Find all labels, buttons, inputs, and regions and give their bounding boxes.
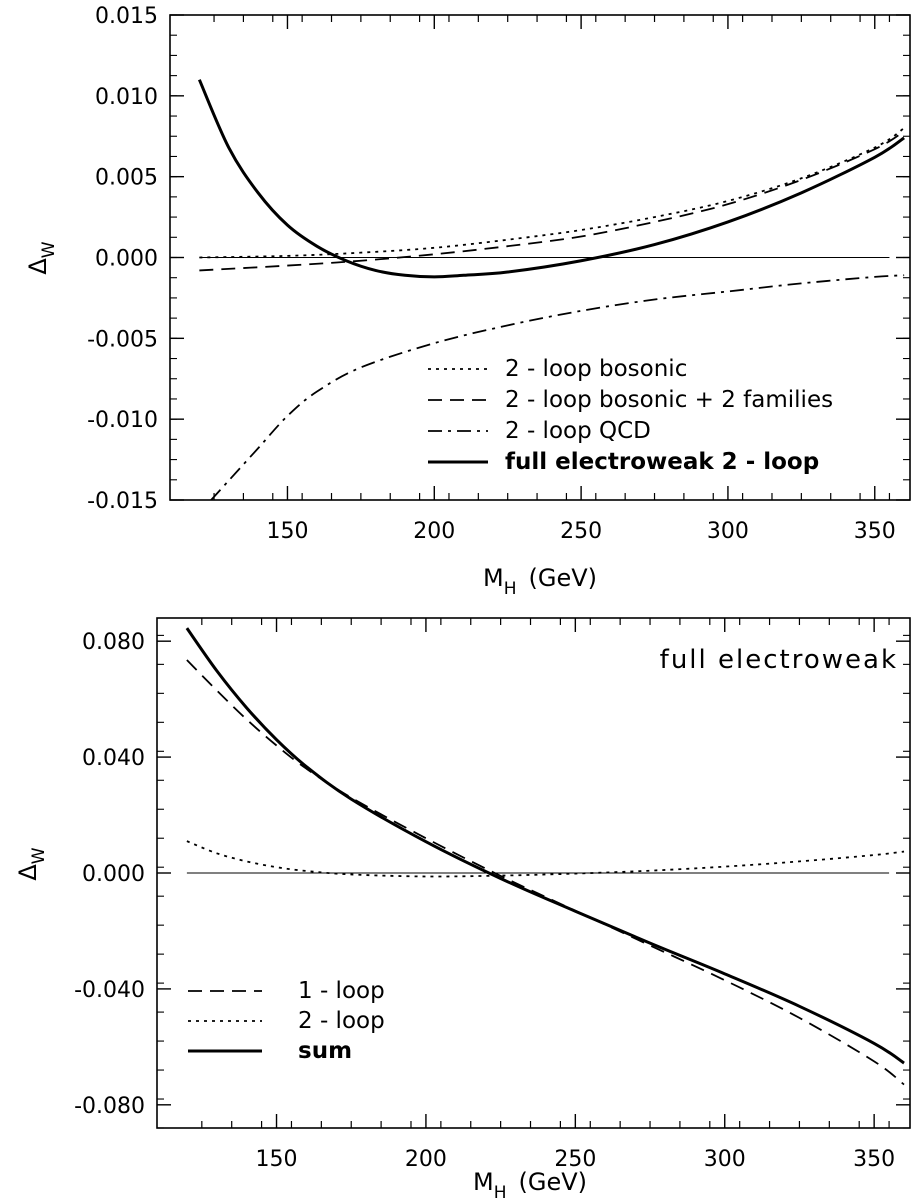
top-y-tick-label: 0.000 <box>95 247 158 272</box>
bottom-y-tick-label: -0.080 <box>74 1094 145 1119</box>
bottom-y-tick-label: -0.040 <box>74 978 145 1003</box>
top-series-group <box>197 79 905 500</box>
bottom-legend-label-1-loop: 1 - loop <box>298 978 385 1004</box>
top-y-tick-label: -0.015 <box>87 489 158 514</box>
top-legend-label-2-loop-bosonic: 2 - loop bosonic <box>505 356 687 382</box>
top-legend: 2 - loop bosonic 2 - loop bosonic + 2 fam… <box>428 356 833 475</box>
top-x-axis-label: MH (GeV) <box>483 564 597 599</box>
bottom-series-1-loop <box>186 659 905 1086</box>
bottom-legend-label-sum: sum <box>298 1038 352 1064</box>
bottom-series-sum <box>185 627 905 1065</box>
top-y-tick-label: -0.010 <box>87 408 158 433</box>
bottom-series-2-loop <box>186 840 905 878</box>
bottom-x-tick-label: 150 <box>256 1147 298 1172</box>
top-legend-label-2-loop-qcd: 2 - loop QCD <box>505 418 651 444</box>
top-legend-label-2-loop-bosonic-2-families: 2 - loop bosonic + 2 families <box>505 387 833 413</box>
top-legend-label-full-electroweak-2-loop: full electroweak 2 - loop <box>505 449 819 475</box>
top-y-axis-label: ΔW <box>24 241 59 274</box>
top-y-tick-label: 0.005 <box>95 166 158 191</box>
bottom-series-group <box>185 627 905 1086</box>
top-series-2-loop-bosonic-2-families <box>199 130 905 272</box>
top-series-2-loop-bosonic <box>199 127 905 259</box>
bottom-x-tick-label: 200 <box>405 1147 447 1172</box>
bottom-y-tick-label: 0.080 <box>82 630 145 655</box>
bottom-legend-label-2-loop: 2 - loop <box>298 1008 385 1034</box>
top-x-tick-label: 150 <box>266 519 308 544</box>
bottom-x-axis-label: MH (GeV) <box>473 1168 587 1201</box>
top-series-full-electroweak-2-loop <box>197 79 905 279</box>
top-x-tick-label: 300 <box>707 519 749 544</box>
top-y-tick-label: 0.010 <box>95 85 158 110</box>
top-axis-ticks: 150 200 250 300 350 0.015 0.010 0.005 0.000 -0.00… <box>87 4 910 544</box>
bottom-y-tick-label: 0.000 <box>82 862 145 887</box>
top-x-tick-label: 350 <box>854 519 896 544</box>
bottom-legend: 1 - loop 2 - loop sum <box>188 978 385 1064</box>
bottom-y-axis-label: ΔW <box>14 847 49 880</box>
bottom-y-tick-label: 0.040 <box>82 746 145 771</box>
top-y-tick-label: -0.005 <box>87 327 158 352</box>
top-y-tick-label: 0.015 <box>95 4 158 29</box>
bottom-annotation: full electroweak <box>660 645 898 675</box>
bottom-axis-ticks: 150 200 250 300 350 0.080 0.040 0.000 -0.040 -0.0… <box>74 618 910 1172</box>
bottom-x-tick-label: 300 <box>704 1147 746 1172</box>
bottom-x-tick-label: 250 <box>554 1147 596 1172</box>
top-x-tick-label: 200 <box>413 519 455 544</box>
bottom-x-tick-label: 350 <box>853 1147 895 1172</box>
bottom-chart-panel: 150 200 250 300 350 0.080 0.040 0.000 -0.040 -0.0… <box>14 617 911 1201</box>
top-chart-panel: 150 200 250 300 350 0.015 0.010 0.005 0.000 -0.00… <box>24 4 911 599</box>
top-x-tick-label: 250 <box>560 519 602 544</box>
top-series-2-loop-qcd <box>210 274 905 500</box>
